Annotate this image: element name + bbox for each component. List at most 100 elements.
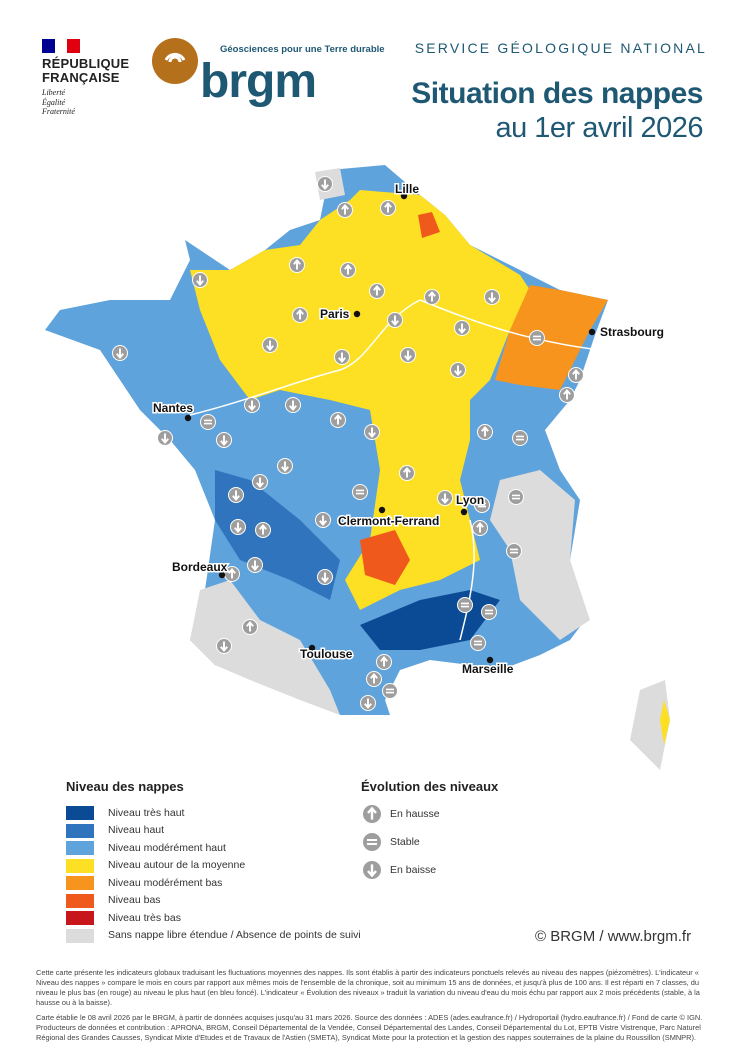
legend-label: Niveau modérément haut [108, 841, 226, 854]
equals-icon [474, 497, 490, 513]
legend-label: Niveau très haut [108, 806, 185, 819]
corsica [630, 680, 670, 770]
legend-label: Niveau bas [108, 894, 161, 906]
france-groundwater-map: Lille Paris Strasbourg Nantes Lyon Clermont-F… [45, 165, 670, 770]
zone-no-aquifer-sw [190, 580, 340, 715]
arrow-down-icon [450, 362, 466, 378]
legend-item: Niveau très haut [66, 806, 184, 820]
brgm-logo-icon [152, 38, 198, 84]
evolution-title: Évolution des niveaux [361, 779, 499, 794]
arrow-up-icon [399, 465, 415, 481]
legend-label: Niveau très bas [108, 911, 181, 924]
arrow-down-icon [360, 695, 376, 711]
city-label: Paris [320, 307, 350, 321]
arrow-up-icon [366, 671, 382, 687]
city-dot [588, 328, 596, 336]
arrow-down-icon [285, 397, 301, 413]
legend-item: Niveau autour de la moyenne [66, 858, 245, 873]
arrow-up-icon [340, 262, 356, 278]
arrow-up-icon [289, 257, 305, 273]
city-dot [353, 310, 361, 318]
arrow-down-icon [317, 569, 333, 585]
corsica-average [660, 700, 670, 745]
indicator-markers [112, 176, 584, 711]
equals-icon [508, 489, 524, 505]
city-label: Toulouse [300, 647, 353, 661]
city-dot [308, 644, 316, 652]
city-label: Strasbourg [600, 325, 664, 339]
arrow-down-icon [252, 474, 268, 490]
evolution-label: Stable [390, 836, 420, 848]
arrow-down-icon [112, 345, 128, 361]
arrow-down-icon [437, 490, 453, 506]
equals-icon [506, 543, 522, 559]
arrow-up-icon [255, 522, 271, 538]
footer: Cette carte présente les indicateurs glo… [36, 968, 716, 1048]
arrow-down-icon [228, 487, 244, 503]
arrow-up-icon [242, 619, 258, 635]
equals-icon [457, 597, 473, 613]
city-label: Clermont-Ferrand [338, 514, 439, 528]
legend-swatch [66, 893, 94, 908]
legend-item: Niveau bas [66, 893, 161, 908]
equals-icon [200, 414, 216, 430]
legend-swatch [66, 806, 94, 820]
equals-icon [382, 683, 398, 699]
arrow-up-icon [472, 520, 488, 536]
city-label: Lille [395, 182, 419, 196]
arrow-down-icon [387, 312, 403, 328]
page-subtitle: au 1er avril 2026 [495, 112, 703, 144]
arrow-up-icon [337, 202, 353, 218]
equals-icon [529, 330, 545, 346]
evolution-label: En hausse [390, 808, 440, 820]
arrow-up-icon [292, 307, 308, 323]
legend-label: Niveau haut [108, 824, 165, 836]
zone-no-aquifer-se [490, 470, 590, 640]
zone-moderately-low [495, 285, 608, 390]
arrow-down-icon [244, 397, 260, 413]
arrow-up-icon [380, 200, 396, 216]
arrow-down-icon [364, 424, 380, 440]
credit: © BRGM / www.brgm.fr [535, 928, 692, 945]
arrow-up-icon [424, 289, 440, 305]
city-dot [218, 571, 226, 579]
arrow-up-icon [568, 367, 584, 383]
legend-swatch [66, 928, 94, 943]
legend-title: Niveau des nappes [66, 779, 184, 794]
legend-label: Sans nappe libre étendue / Absence de po… [108, 929, 361, 941]
arrow-up-icon [362, 804, 382, 824]
arrow-up-icon [559, 387, 575, 403]
republique-francaise-name: RÉPUBLIQUE FRANÇAISE [42, 57, 129, 85]
arrow-down-icon [315, 512, 331, 528]
legend-swatch [66, 823, 94, 838]
city-dot [378, 506, 386, 514]
arrow-up-icon [376, 654, 392, 670]
arrow-down-icon [247, 557, 263, 573]
city-labels: Lille Paris Strasbourg Nantes Lyon Clermont-F… [152, 181, 666, 678]
arrow-down-icon [317, 176, 333, 192]
city-dot [184, 414, 192, 422]
rf-motto: Liberté Égalité Fraternité [42, 88, 75, 117]
city-dot [460, 508, 468, 516]
legend-item: Niveau modérément haut [66, 841, 226, 855]
arrow-down-icon [157, 430, 173, 446]
legend-item: Sans nappe libre étendue / Absence de po… [66, 928, 361, 943]
legend-swatch [66, 911, 94, 925]
legend-swatch [66, 841, 94, 855]
page-title: Situation des nappes [411, 77, 703, 110]
evolution-item: En baisse [362, 860, 436, 880]
service-name: SERVICE GÉOLOGIQUE NATIONAL [414, 40, 707, 56]
footer-description: Cette carte présente les indicateurs glo… [36, 968, 700, 1007]
marianne-flag-logo [42, 39, 81, 53]
zone-low-north [418, 212, 440, 238]
city-dot [486, 656, 494, 664]
arrow-down-icon [216, 432, 232, 448]
arrow-down-icon [230, 519, 246, 535]
equals-icon [352, 484, 368, 500]
legend-swatch [66, 858, 94, 873]
legend-swatch [66, 876, 94, 890]
brgm-wordmark: brgm [200, 55, 317, 108]
arrow-up-icon [477, 424, 493, 440]
motto-1: Liberté [42, 88, 66, 97]
